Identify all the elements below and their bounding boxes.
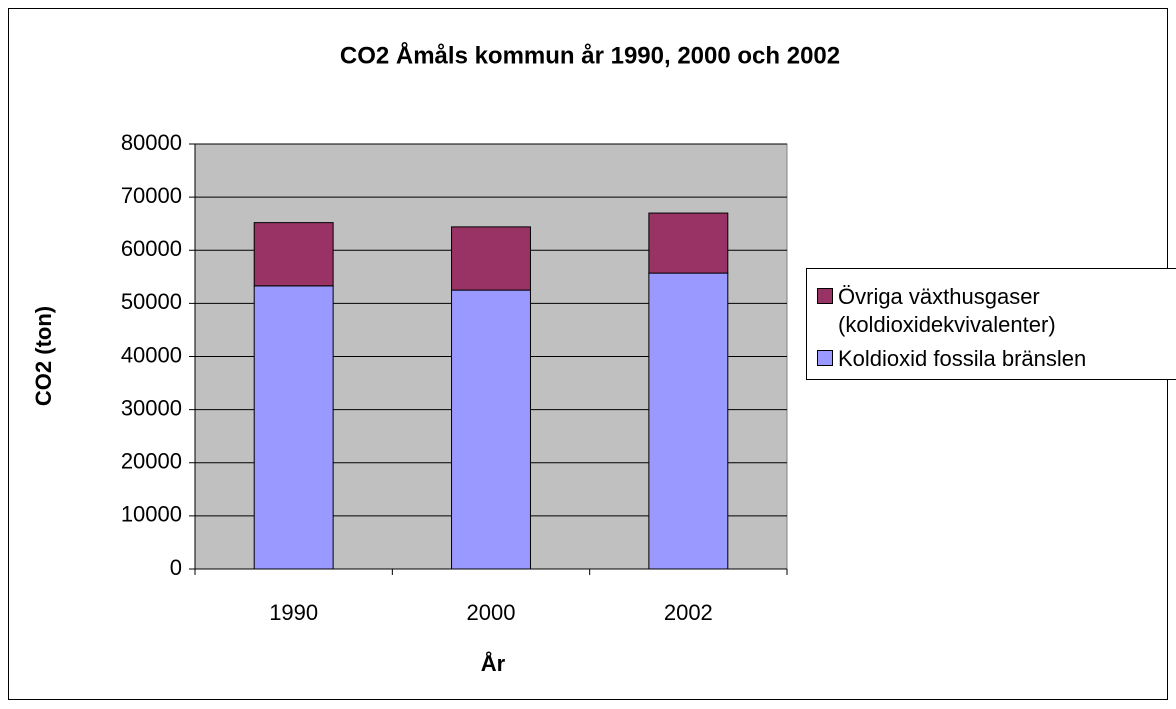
y-tick-label: 70000 xyxy=(121,183,182,208)
legend-item: Koldioxid fossila bränslen xyxy=(817,345,1176,373)
y-tick-label: 30000 xyxy=(121,395,182,420)
legend: Övriga växthusgaser (koldioxidekvivalent… xyxy=(806,268,1176,380)
x-tick-label: 1990 xyxy=(269,600,318,625)
legend-label: Koldioxid fossila bränslen xyxy=(838,346,1087,371)
x-tick-label: 2002 xyxy=(664,600,713,625)
legend-label: Övriga växthusgaser (koldioxidekvivalent… xyxy=(838,284,1056,337)
bar-segment xyxy=(451,226,531,291)
bar-segment xyxy=(451,289,531,570)
y-tick-label: 10000 xyxy=(121,502,182,527)
bar-segment xyxy=(253,222,334,287)
bar-segment xyxy=(648,272,729,570)
y-tick-label: 80000 xyxy=(121,130,182,155)
legend-swatch xyxy=(817,288,833,304)
x-axis-label: År xyxy=(481,650,506,676)
bar-segment xyxy=(648,212,729,274)
y-tick-label: 0 xyxy=(170,555,182,580)
y-axis-label: CO2 (ton) xyxy=(31,306,56,406)
y-tick-label: 40000 xyxy=(121,342,182,367)
bar-segment xyxy=(253,285,334,570)
y-tick-label: 60000 xyxy=(121,236,182,261)
legend-item: Övriga växthusgaser (koldioxidekvivalent… xyxy=(817,283,1176,339)
x-tick-label: 2000 xyxy=(467,600,516,625)
legend-swatch xyxy=(817,350,833,366)
y-tick-label: 20000 xyxy=(121,449,182,474)
chart-title: CO2 Åmåls kommun år 1990, 2000 och 2002 xyxy=(340,41,840,69)
y-tick-label: 50000 xyxy=(121,289,182,314)
